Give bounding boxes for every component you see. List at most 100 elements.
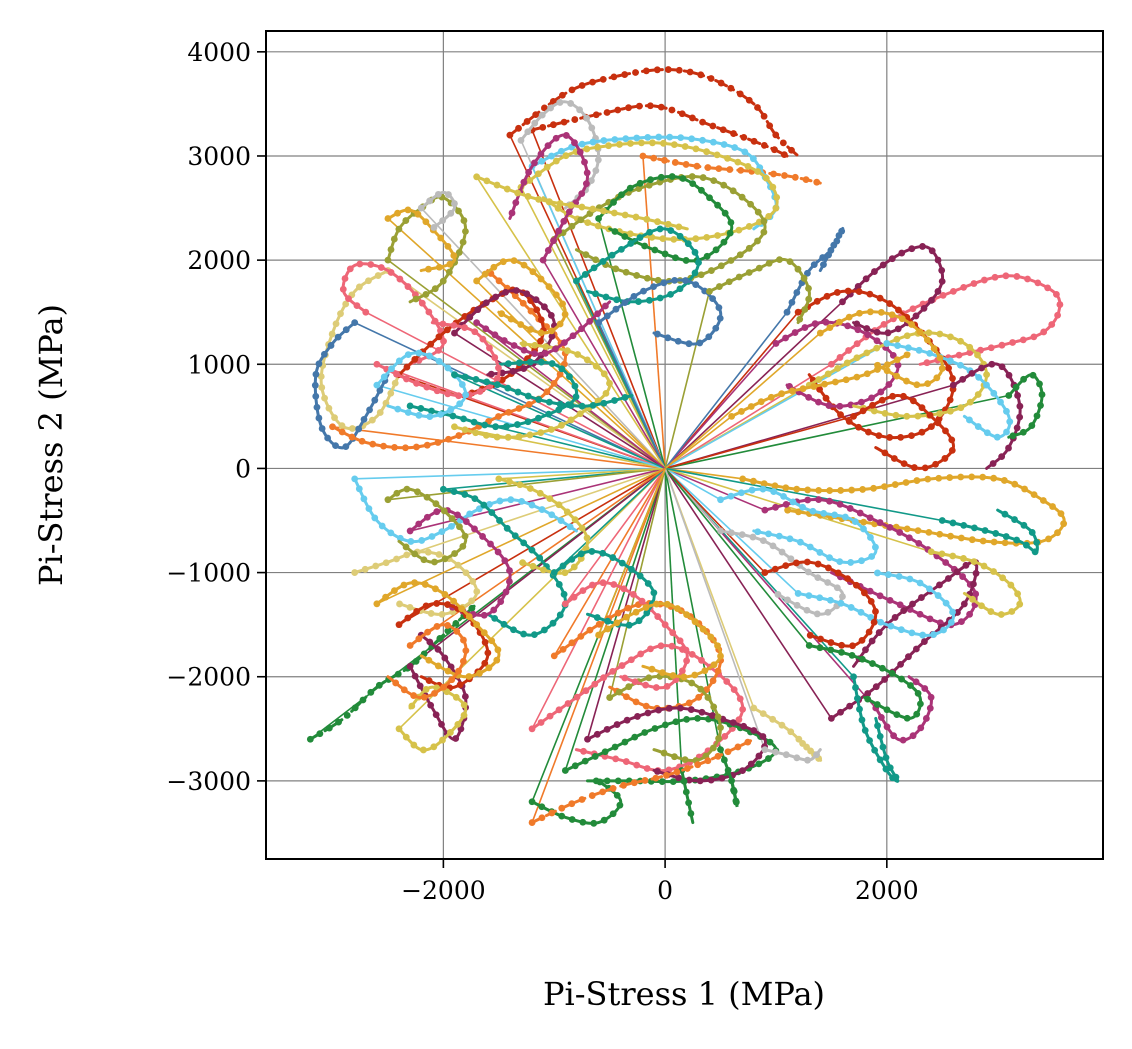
series-point	[957, 337, 964, 345]
series-point	[373, 600, 381, 608]
plot-frame	[265, 30, 1104, 860]
series-point	[605, 142, 612, 150]
series-point	[358, 437, 366, 445]
series-point	[676, 704, 684, 712]
series-point	[905, 653, 912, 661]
series-point	[908, 629, 916, 637]
series-point	[614, 777, 622, 785]
series-point	[482, 325, 490, 333]
series-point	[959, 573, 967, 580]
series-point	[577, 555, 585, 562]
series-point	[311, 381, 319, 389]
series-point	[865, 428, 872, 436]
series-point	[917, 700, 924, 708]
series-point	[771, 565, 779, 573]
series-point	[647, 176, 654, 184]
series-point	[923, 359, 931, 367]
series-point	[778, 390, 786, 398]
series-point	[824, 579, 832, 586]
series-point	[586, 626, 594, 634]
series-point	[820, 509, 828, 517]
series-point	[827, 646, 835, 654]
series-point	[567, 402, 575, 410]
series-point	[473, 319, 481, 327]
series-point	[727, 529, 735, 537]
series-point	[654, 218, 661, 226]
series-point	[655, 706, 662, 714]
series-point	[862, 275, 870, 283]
series-point	[772, 748, 779, 756]
series-point	[377, 264, 385, 271]
series-point	[850, 412, 857, 420]
series-point	[741, 148, 749, 156]
series-point	[793, 601, 801, 609]
series-point	[926, 615, 934, 623]
series-point	[1054, 529, 1061, 537]
series-point	[898, 249, 906, 257]
series-point	[450, 488, 458, 496]
series-point	[610, 581, 618, 588]
series-point	[538, 506, 546, 513]
series-point	[821, 380, 828, 388]
series-point	[653, 600, 660, 608]
radial-ray	[664, 467, 810, 646]
series-point	[837, 487, 845, 494]
series-point	[592, 362, 600, 370]
series-point	[860, 525, 867, 533]
series-point	[1033, 412, 1041, 420]
series-point	[552, 291, 560, 299]
series-point	[609, 785, 617, 792]
series-point	[512, 199, 520, 207]
series-point	[959, 375, 967, 383]
series-point	[780, 492, 787, 500]
series-point	[837, 708, 844, 716]
radial-ray	[597, 468, 666, 636]
series-point	[941, 455, 949, 462]
series-point	[698, 656, 705, 664]
series-point	[577, 216, 585, 224]
series-point	[511, 532, 519, 540]
series-point	[450, 597, 457, 605]
series-point	[714, 642, 721, 650]
series-point	[622, 613, 630, 621]
series-point	[465, 613, 473, 620]
series-point	[676, 637, 684, 645]
series-point	[520, 346, 528, 354]
series-point	[558, 421, 565, 429]
series-point	[894, 361, 902, 369]
series-point	[315, 414, 323, 422]
series-point	[476, 669, 483, 677]
series-point	[636, 102, 643, 110]
series-point	[313, 403, 321, 411]
series-point	[498, 310, 505, 318]
series-point	[561, 569, 569, 577]
series-point	[454, 720, 462, 728]
series-point	[915, 346, 923, 354]
series-point	[539, 256, 547, 264]
series-point	[970, 558, 978, 565]
series-point	[633, 761, 641, 769]
series-point	[765, 212, 773, 220]
series-point	[479, 335, 487, 343]
series-point	[699, 174, 707, 181]
series-point	[599, 579, 607, 587]
series-point	[927, 693, 935, 701]
series-point	[814, 574, 822, 582]
series-point	[765, 755, 772, 762]
series-point	[679, 175, 687, 182]
series-point	[814, 560, 822, 568]
series-point	[870, 618, 878, 626]
series-point	[378, 522, 386, 530]
series-point	[886, 764, 894, 772]
series-point	[938, 365, 946, 372]
series-point	[548, 809, 556, 817]
series-point	[897, 626, 905, 634]
series-point	[395, 225, 403, 233]
series-point	[960, 600, 968, 608]
series-point	[689, 180, 697, 187]
series-point	[851, 518, 859, 526]
series-point	[670, 141, 678, 149]
series-point	[689, 114, 696, 122]
series-point	[609, 667, 617, 675]
series-point	[425, 308, 433, 316]
